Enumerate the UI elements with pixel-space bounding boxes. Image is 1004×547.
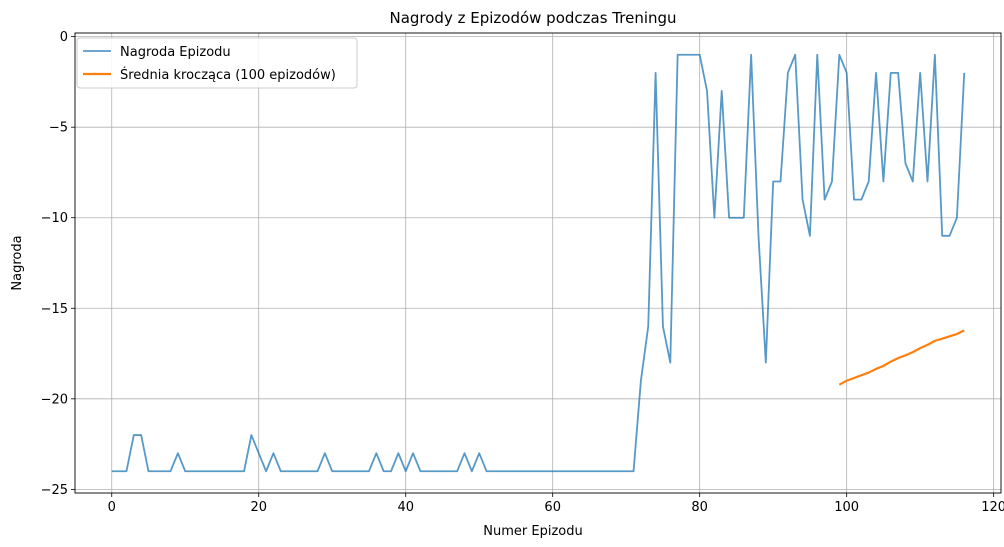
x-tick-label: 0 (108, 500, 116, 515)
legend: Nagroda Epizodu Średnia krocząca (100 ep… (76, 37, 358, 89)
y-tick-label: −10 (41, 211, 68, 226)
series-area (111, 53, 966, 473)
y-axis-label: Nagroda (10, 235, 25, 290)
legend-box (76, 37, 358, 89)
y-tick-label: −5 (49, 121, 68, 136)
y-tick-label: −15 (41, 302, 68, 317)
x-tick-label: 100 (834, 500, 859, 515)
x-tick-label: 80 (691, 500, 708, 515)
plot-frame (74, 32, 1002, 494)
series-line-rolling-mean (838, 329, 965, 386)
legend-label-episode-reward: Nagroda Epizodu (120, 45, 231, 60)
x-tick-label: 20 (250, 500, 267, 515)
x-tick-label: 40 (397, 500, 414, 515)
axis-ticks: 0 20 40 60 80 100 120 0 −5 −10 −15 −20 −25 (41, 30, 1004, 515)
x-tick-label: 120 (981, 500, 1004, 515)
series-line-episode-reward (111, 53, 966, 473)
chart-title: Nagrody z Epizodów podczas Treningu (389, 9, 676, 27)
legend-label-rolling-mean: Średnia krocząca (100 epizodów) (120, 67, 336, 83)
y-tick-label: −25 (41, 483, 68, 498)
x-axis-label: Numer Epizodu (483, 524, 582, 539)
y-tick-label: −20 (41, 392, 68, 407)
grid (75, 33, 1001, 493)
x-tick-label: 60 (544, 500, 561, 515)
y-tick-label: 0 (60, 30, 68, 45)
